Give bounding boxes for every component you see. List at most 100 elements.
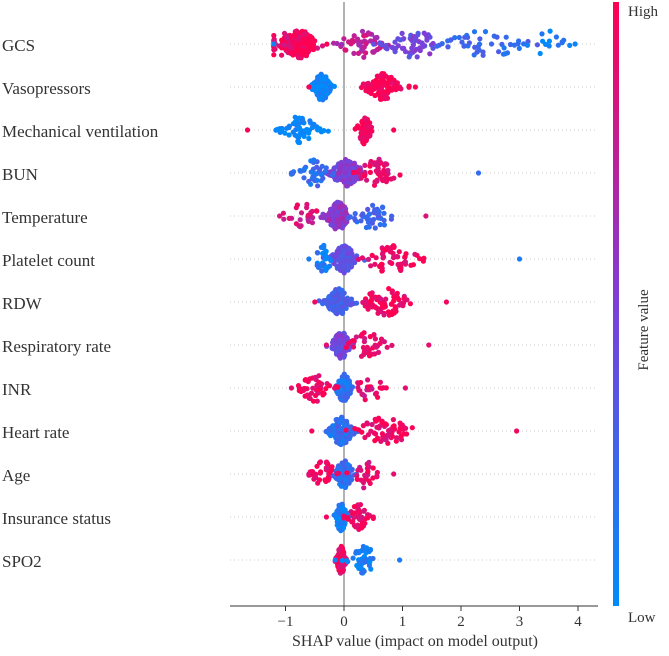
- shap-point: [281, 30, 288, 36]
- shap-point: [379, 176, 385, 182]
- shap-point: [323, 248, 329, 254]
- shap-point: [396, 249, 402, 255]
- shap-point: [368, 38, 374, 44]
- shap-point: [311, 121, 317, 127]
- colorbar-low-label: Low: [628, 610, 656, 626]
- shap-point: [321, 391, 327, 397]
- shap-point: [327, 86, 333, 92]
- shap-point-extreme: [391, 471, 397, 477]
- shap-point: [353, 125, 359, 131]
- shap-point: [377, 379, 383, 385]
- shap-point: [389, 44, 395, 51]
- shap-point: [359, 28, 366, 34]
- shap-point: [390, 417, 396, 423]
- shap-point: [385, 167, 391, 173]
- shap-point: [378, 86, 384, 92]
- shap-point: [471, 52, 477, 58]
- shap-point: [352, 211, 358, 217]
- shap-point: [359, 134, 366, 140]
- shap-point: [290, 129, 296, 135]
- shap-point: [334, 349, 340, 355]
- feature-points-temperature: [277, 199, 429, 232]
- shap-point: [358, 172, 364, 178]
- shap-point: [343, 47, 349, 53]
- feature-label: INR: [2, 380, 32, 399]
- shap-point: [318, 469, 324, 475]
- shap-point: [403, 425, 409, 431]
- shap-point: [311, 174, 317, 180]
- shap-point: [341, 263, 347, 269]
- shap-point: [343, 344, 349, 351]
- shap-point: [363, 224, 369, 231]
- shap-point: [314, 398, 320, 404]
- shap-point: [466, 40, 472, 46]
- shap-point: [377, 73, 384, 79]
- shap-point: [316, 386, 322, 393]
- shap-point-extreme: [572, 41, 578, 47]
- feature-points-rdw: [312, 286, 449, 318]
- feature-label: BUN: [2, 165, 38, 184]
- shap-point: [379, 431, 385, 437]
- shap-point: [294, 134, 301, 140]
- shap-point: [339, 253, 345, 259]
- shap-point: [356, 559, 362, 565]
- shap-point: [374, 160, 380, 166]
- shap-point: [339, 332, 345, 338]
- shap-point: [345, 258, 351, 264]
- shap-point: [354, 300, 360, 306]
- shap-point: [567, 42, 573, 49]
- shap-point-extreme: [271, 41, 277, 47]
- shap-point: [314, 77, 320, 84]
- shap-point: [359, 429, 365, 435]
- shap-point: [462, 43, 468, 49]
- shap-point: [309, 208, 315, 214]
- shap-point: [324, 41, 330, 47]
- shap-point: [335, 508, 341, 514]
- shap-point: [337, 564, 343, 570]
- shap-point: [415, 30, 421, 36]
- x-tick-label: −1: [278, 614, 294, 630]
- shap-point: [300, 117, 306, 123]
- shap-point: [302, 36, 308, 43]
- shap-point: [407, 301, 413, 307]
- feature-points-platelet-count: [306, 242, 523, 276]
- shap-point: [333, 475, 339, 481]
- shap-point: [367, 334, 373, 340]
- shap-point: [322, 95, 329, 101]
- shap-point: [360, 392, 366, 398]
- shap-point: [297, 217, 303, 223]
- shap-point: [337, 162, 343, 169]
- shap-point: [313, 392, 319, 399]
- shap-point: [314, 208, 320, 214]
- shap-point: [394, 435, 400, 441]
- shap-point: [500, 51, 507, 57]
- shap-point: [381, 312, 387, 318]
- shap-points: [244, 28, 578, 576]
- row-guide-lines: [230, 43, 598, 561]
- shap-point: [291, 32, 297, 38]
- shap-point: [342, 243, 348, 249]
- feature-label: Heart rate: [2, 423, 69, 442]
- shap-point: [318, 94, 324, 100]
- shap-point: [375, 310, 381, 316]
- shap-point: [343, 170, 349, 176]
- shap-point-extreme: [397, 557, 403, 563]
- shap-point: [373, 418, 379, 424]
- shap-point: [540, 38, 546, 44]
- shap-point: [382, 43, 388, 50]
- shap-point: [336, 245, 342, 251]
- shap-point: [364, 344, 370, 350]
- shap-point: [280, 210, 286, 216]
- shap-point: [354, 473, 360, 479]
- shap-point: [334, 333, 340, 339]
- shap-point: [336, 550, 342, 557]
- shap-point: [330, 344, 336, 350]
- shap-point: [297, 127, 304, 133]
- shap-point: [516, 45, 522, 52]
- colorbar: [613, 2, 619, 606]
- shap-point-extreme: [514, 428, 520, 434]
- shap-point: [354, 476, 360, 482]
- shap-point: [421, 255, 427, 261]
- shap-point: [373, 79, 379, 85]
- shap-point: [292, 119, 298, 125]
